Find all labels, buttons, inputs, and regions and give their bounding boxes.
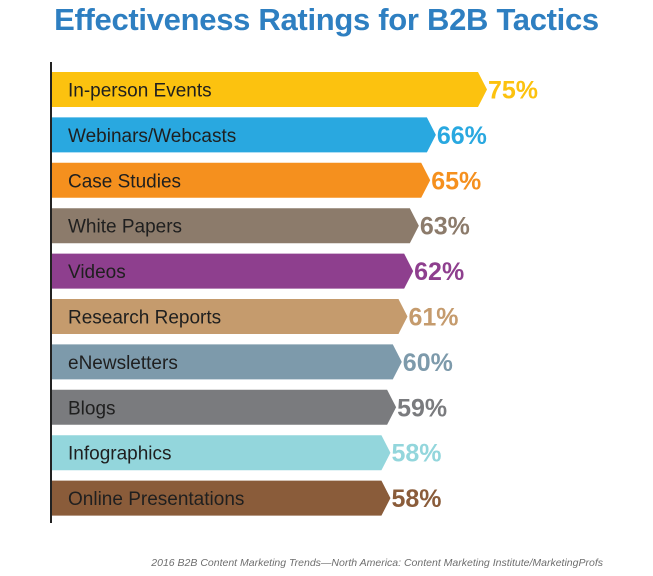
bar-5	[52, 299, 408, 334]
bar-8	[52, 435, 391, 471]
category-label: Blogs	[68, 398, 116, 419]
value-label: 61%	[408, 304, 458, 332]
category-label: Videos	[68, 262, 126, 283]
value-label: 62%	[414, 258, 464, 286]
category-label: eNewsletters	[68, 353, 178, 374]
value-label: 58%	[391, 485, 441, 513]
bar-3	[52, 208, 419, 244]
category-label: Research Reports	[68, 308, 221, 329]
category-label: In-person Events	[68, 81, 212, 102]
value-label: 65%	[431, 167, 481, 195]
category-label: Infographics	[68, 444, 172, 465]
bar-0	[52, 72, 487, 107]
bar-4	[52, 253, 414, 289]
bar-7	[52, 389, 397, 425]
value-label: 66%	[437, 122, 487, 150]
bar-2	[52, 162, 431, 198]
category-label: Online Presentations	[68, 489, 244, 510]
category-label: Webinars/Webcasts	[68, 126, 236, 147]
bar-9	[52, 480, 391, 516]
value-label: 59%	[397, 394, 447, 422]
category-label: White Papers	[68, 217, 182, 238]
value-label: 60%	[403, 349, 453, 377]
category-label: Case Studies	[68, 171, 181, 192]
chart-title: Effectiveness Ratings for B2B Tactics	[54, 2, 599, 37]
value-label: 58%	[391, 440, 441, 468]
value-label: 75%	[488, 77, 538, 105]
bar-1	[52, 117, 436, 153]
bar-6	[52, 344, 402, 380]
source-note: 2016 B2B Content Marketing Trends—North …	[151, 557, 603, 569]
value-label: 63%	[420, 213, 470, 241]
